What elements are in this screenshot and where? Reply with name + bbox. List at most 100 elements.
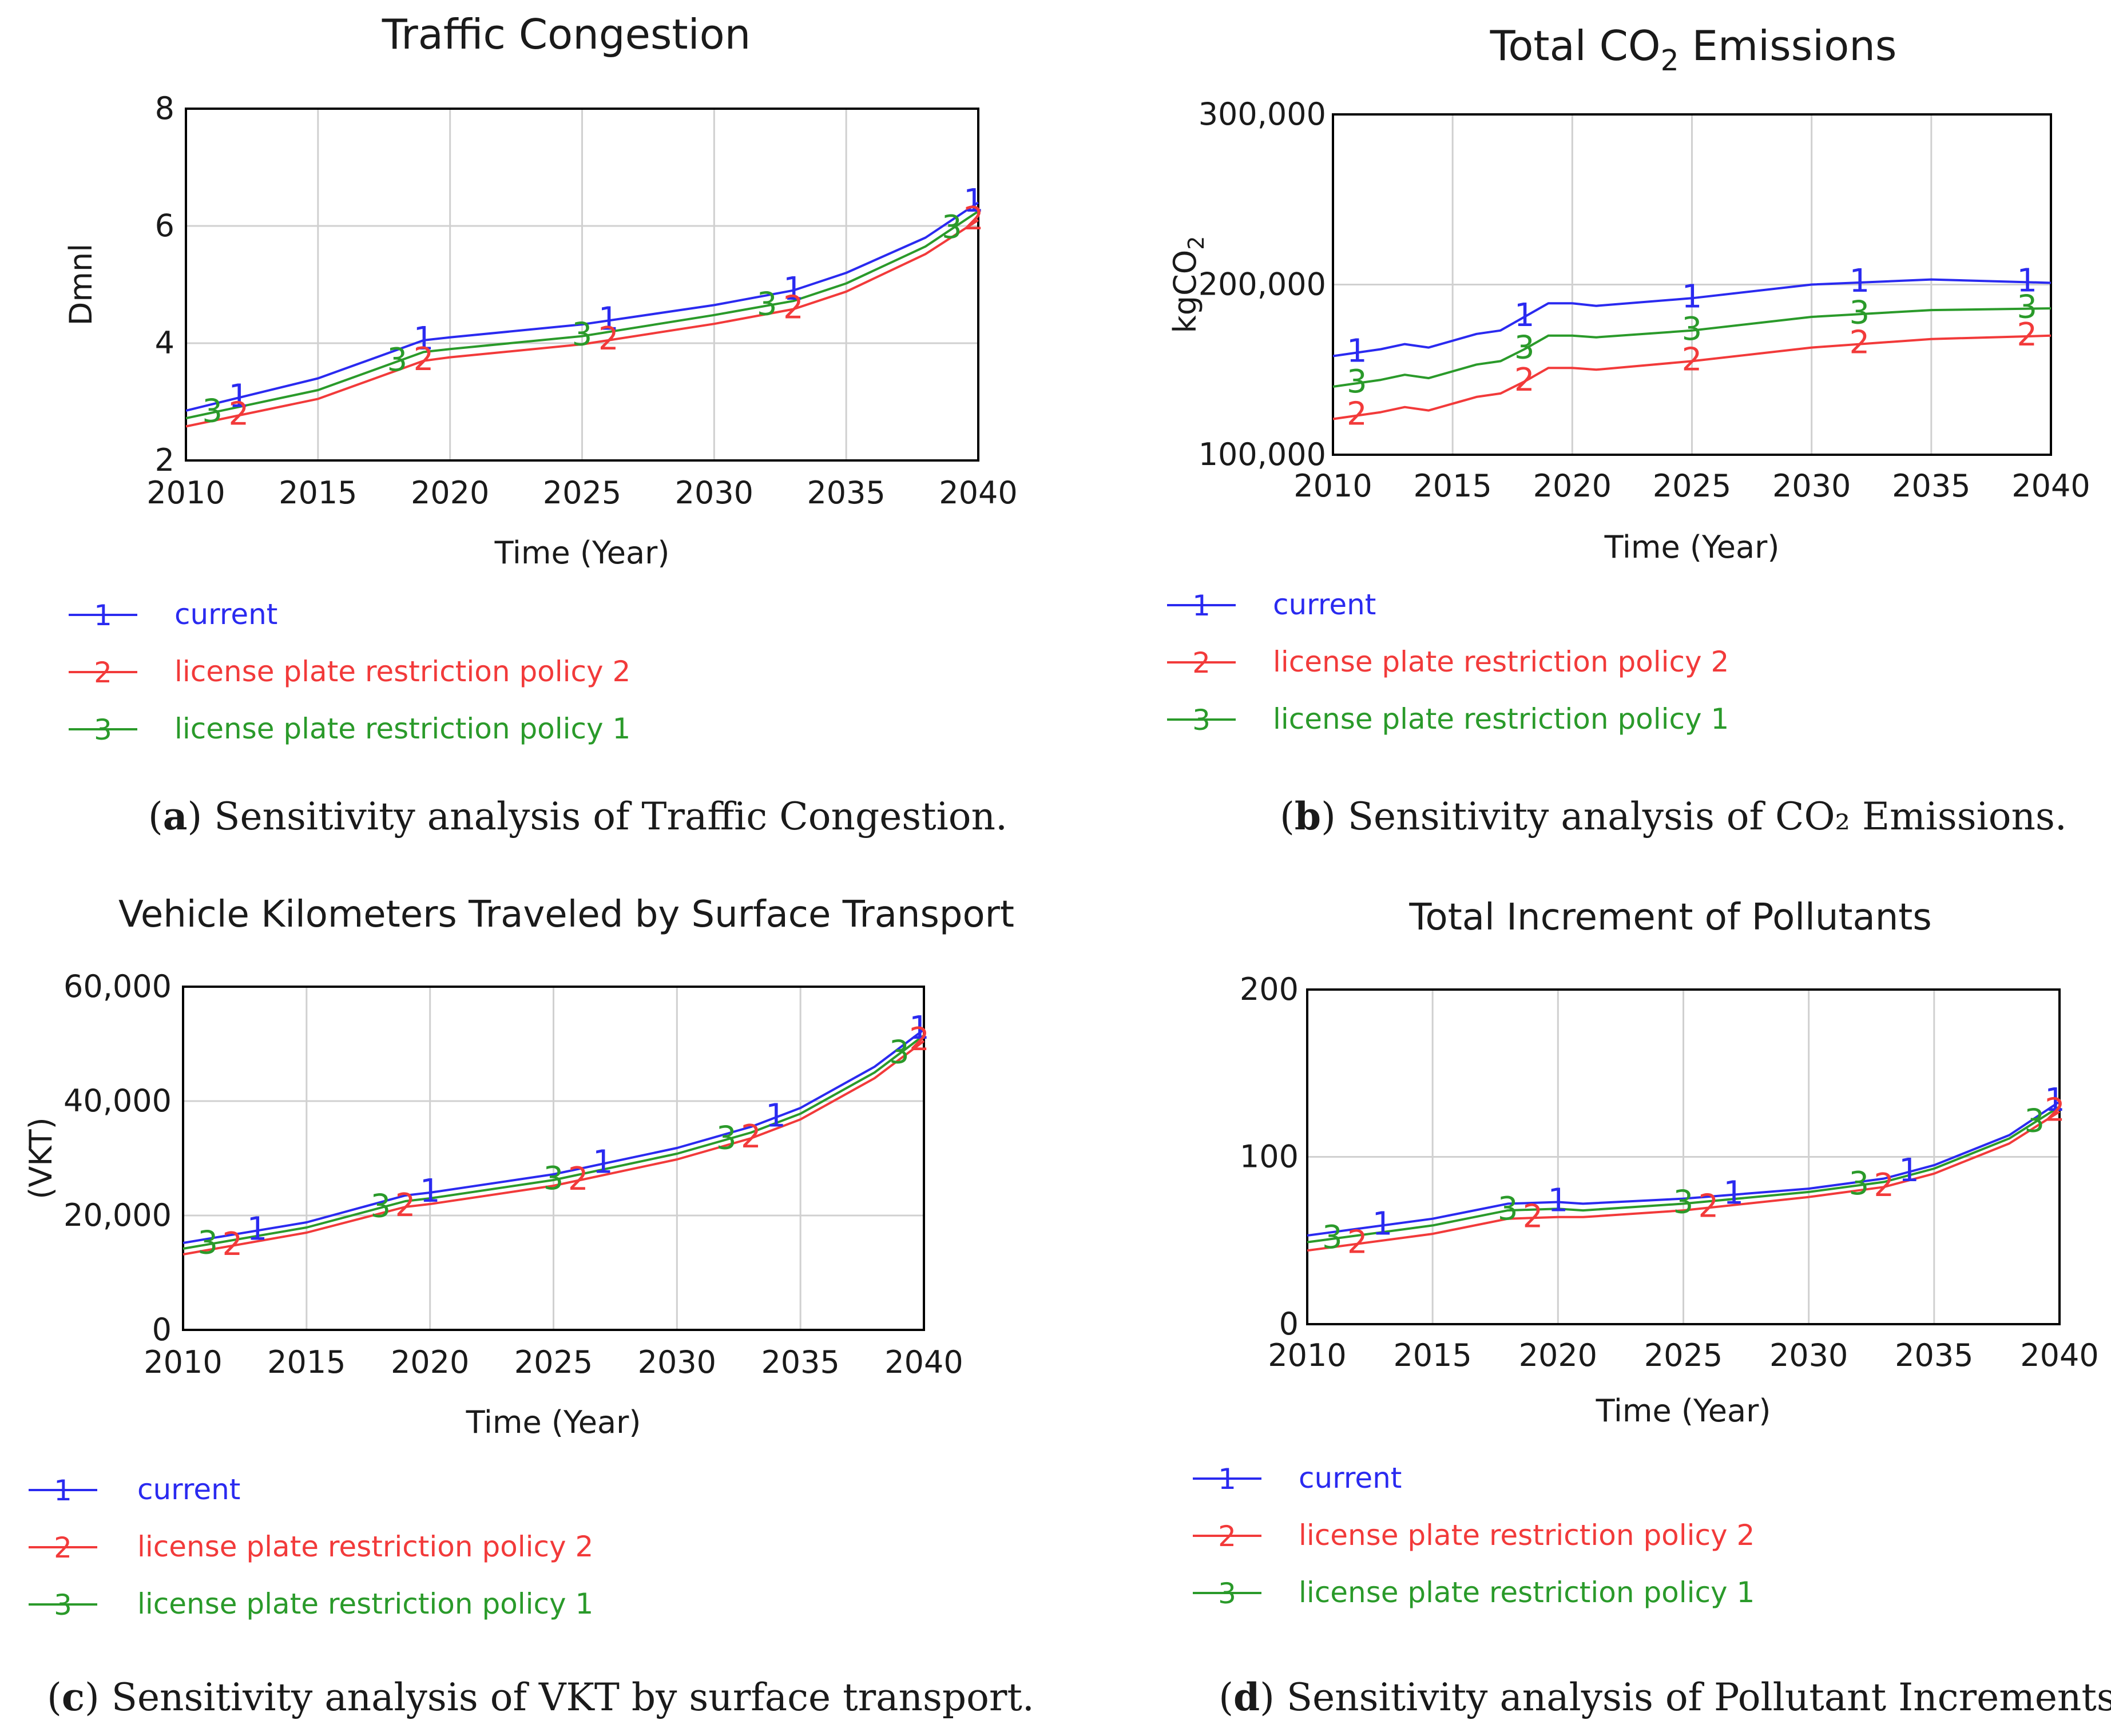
series-line-current [1307,1101,2061,1237]
chart-title-subscript: 2 [1661,43,1679,77]
series-marker-current: 1 [909,1010,930,1047]
series-marker-policy1: 3 [1347,363,1367,400]
legend-item-policy1: 3 license plate restriction policy 1 [29,1587,593,1622]
legend-label-current: current [1299,1461,1402,1495]
legend-item-current: 1 current [29,1473,240,1507]
x-tick-label: 2040 [2011,468,2090,504]
x-tick-label: 2035 [761,1344,839,1380]
series-marker-current: 1 [1347,333,1367,370]
legend-marker-policy2: 2 [94,656,112,689]
series-marker-policy1: 3 [889,1034,910,1071]
x-tick-label: 2010 [146,475,225,511]
x-tick-label: 2015 [1393,1337,1471,1373]
series-marker-policy1: 3 [2024,1103,2045,1140]
legend-label-current: current [174,598,277,631]
y-tick-label: 100 [1240,1139,1299,1175]
chart-title: Vehicle Kilometers Traveled by Surface T… [118,893,1014,936]
chart-a: Traffic Congestion 2010 2015 2020 2025 2030 20… [63,10,1018,839]
caption-letter: b [1295,794,1321,839]
series-marker-policy2: 2 [1347,1224,1368,1261]
y-tick-label: 2 [155,442,174,478]
y-tick-label: 300,000 [1199,96,1326,132]
y-tick-label: 200 [1240,971,1299,1007]
y-axis-label-text: (VKT) [23,1117,59,1199]
series-marker-policy1: 3 [1673,1183,1694,1221]
caption-letter: d [1233,1675,1260,1719]
series-marker-policy1: 3 [1850,294,1870,331]
x-tick-label: 2010 [1268,1337,1346,1373]
legend-label-policy2: license plate restriction policy 2 [137,1530,593,1563]
x-tick-label: 2035 [1895,1337,1973,1373]
legend-marker-policy2: 2 [54,1531,72,1564]
caption-paren-open: ( [47,1675,62,1719]
series-marker-policy1: 3 [1322,1219,1343,1256]
series-marker-current: 1 [414,320,434,357]
series-marker-policy2: 2 [741,1118,761,1155]
legend-item-policy1: 3 license plate restriction policy 1 [1167,702,1729,737]
caption-paren-open: ( [1280,794,1295,839]
x-tick-label: 2025 [1653,468,1731,504]
series-marker-current: 1 [1723,1175,1744,1212]
panel-caption: (b) Sensitivity analysis of CO₂ Emission… [1280,794,2067,839]
plot-frame [182,986,925,1331]
series-marker-policy1: 3 [387,341,408,379]
series-marker-current: 1 [1548,1182,1569,1219]
series-marker-policy2: 2 [1514,361,1535,399]
x-tick-label: 2035 [807,475,885,511]
x-tick-label: 2030 [638,1344,716,1380]
x-tick-label: 2040 [2020,1337,2098,1373]
y-axis-label-subscript: 2 [1184,236,1209,250]
series-line-current [182,1028,925,1244]
caption-text: Sensitivity analysis of VKT by surface t… [112,1675,1034,1719]
legend-label-policy2: license plate restriction policy 2 [174,655,630,688]
legend-item-policy2: 2 license plate restriction policy 2 [29,1530,593,1564]
caption-paren-close: ) [1260,1675,1287,1719]
legend-label-policy1: license plate restriction policy 1 [174,712,630,745]
legend-marker-policy2: 2 [1192,646,1211,680]
y-tick-label: 100,000 [1199,436,1326,472]
series-marker-policy2: 2 [414,341,434,378]
panel-caption: (d) Sensitivity analysis of Pollutant In… [1219,1675,2111,1719]
series-line-current [1332,278,2052,357]
legend-item-policy2: 2 license plate restriction policy 2 [69,655,630,689]
x-axis-label: Time (Year) [1604,529,1780,565]
y-tick-label: 60,000 [64,968,172,1004]
legend-label-policy1: license plate restriction policy 1 [1273,702,1729,736]
y-tick-label: 4 [155,325,174,361]
series-marker-policy1: 3 [1849,1165,1870,1202]
y-axis-label: Dmnl [63,244,99,325]
series-marker-current: 1 [598,300,619,337]
series-marker-policy2: 2 [395,1187,416,1224]
legend-item-current: 1 current [69,598,277,632]
chart-title-text: Traffic Congestion [382,10,751,58]
series-marker-policy1: 3 [572,316,593,353]
x-axis-label: Time (Year) [494,535,670,571]
x-tick-label: 2015 [267,1344,346,1380]
series-marker-policy1: 3 [942,209,962,246]
y-tick-label: 6 [155,208,174,244]
chart-title: Total Increment of Pollutants [1408,896,1931,939]
y-axis-label-text: Dmnl [63,244,99,325]
legend-marker-policy1: 3 [94,713,112,746]
caption-paren-open: ( [148,794,163,839]
series-marker-current: 1 [247,1210,268,1248]
series-marker-policy1: 3 [716,1119,737,1157]
series-marker-policy2: 2 [1347,396,1367,433]
chart-title-text: Total Increment of Pollutants [1408,896,1931,939]
legend-marker-policy1: 3 [54,1588,72,1622]
x-tick-label: 2030 [1769,1337,1848,1373]
legend-item-policy2: 2 license plate restriction policy 2 [1193,1519,1755,1553]
series-marker-policy2: 2 [1874,1167,1894,1204]
series-marker-current: 1 [765,1098,786,1135]
legend-label-current: current [1273,588,1376,621]
legend-item-policy1: 3 license plate restriction policy 1 [69,712,630,746]
x-tick-label: 2025 [543,475,621,511]
panel-caption: (a) Sensitivity analysis of Traffic Cong… [148,794,1007,839]
y-axis-label-text: kgCO [1167,250,1203,333]
caption-letter: c [62,1675,85,1719]
series-marker-current: 1 [783,271,804,308]
series-line-policy2 [1332,334,2052,420]
legend-marker-policy1: 3 [1218,1577,1236,1610]
series-marker-policy2: 2 [1850,324,1870,361]
series-marker-policy1: 3 [543,1160,564,1197]
